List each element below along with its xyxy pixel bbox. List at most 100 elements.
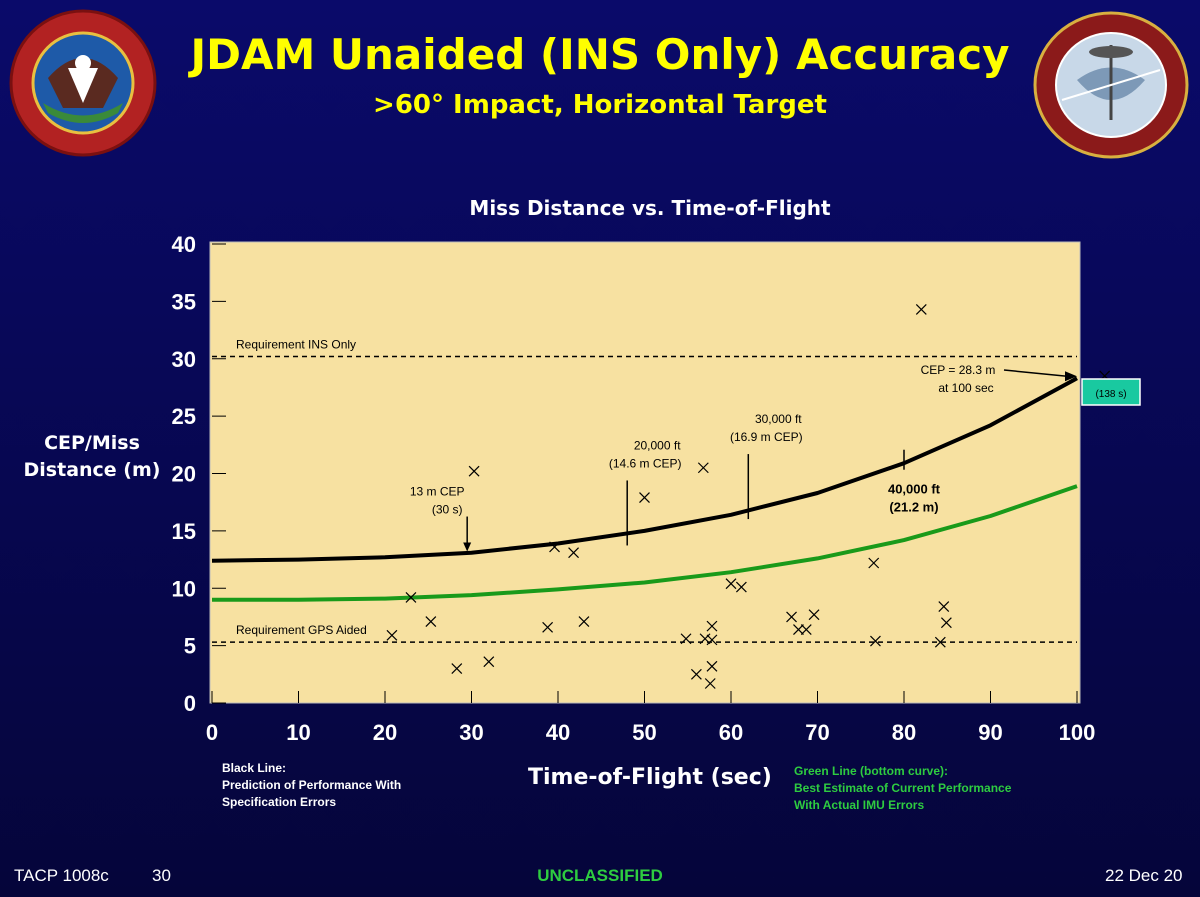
- data-point-stroke: [704, 678, 716, 689]
- course-code: TACP 1008c: [14, 866, 109, 885]
- classification-marking: UNCLASSIFIED: [537, 866, 663, 885]
- annotation-label: (30 s): [432, 503, 463, 517]
- data-point-stroke: [425, 616, 437, 627]
- x-tick-label: 50: [632, 720, 656, 745]
- data-point: [483, 656, 495, 668]
- data-point: [690, 668, 702, 680]
- page-number: 30: [152, 866, 171, 885]
- y-axis-label-line-1: CEP/Miss: [44, 432, 140, 454]
- data-point: [800, 624, 812, 635]
- data-point: [639, 492, 650, 504]
- x-tick-label: 10: [286, 720, 310, 745]
- x-tick-label: 100: [1059, 720, 1096, 745]
- annotation-arrowhead: [463, 542, 472, 552]
- data-point: [542, 621, 554, 633]
- ewtg-atlantic-seal-logo: [1033, 11, 1189, 159]
- data-point-stroke: [808, 609, 820, 621]
- green-line-note: Green Line (bottom curve): Best Estimate…: [794, 763, 1011, 814]
- data-point: [680, 633, 692, 645]
- data-point-stroke: [386, 629, 398, 641]
- data-point: [697, 462, 709, 474]
- data-point-stroke: [934, 636, 946, 648]
- reference-line-label: Requirement INS Only: [236, 337, 356, 351]
- data-point-stroke: [786, 611, 797, 623]
- data-point-stroke: [800, 624, 812, 635]
- data-point: [549, 541, 560, 553]
- data-point: [808, 609, 820, 621]
- data-point: [425, 616, 437, 627]
- data-point: [706, 620, 718, 632]
- annotation-label: (21.2 m): [889, 500, 938, 515]
- data-point-stroke: [915, 303, 927, 315]
- data-point: [940, 617, 952, 629]
- data-point: [868, 557, 880, 569]
- plot-area: [209, 241, 1081, 704]
- y-axis-label: CEP/Miss Distance (m): [22, 430, 162, 484]
- reference-line-label: Requirement GPS Aided: [236, 623, 367, 637]
- annotation-label: 20,000 ft: [634, 438, 681, 452]
- y-tick-label: 10: [172, 576, 196, 601]
- data-point-stroke: [699, 633, 711, 645]
- green-note-line-1: Green Line (bottom curve):: [794, 764, 949, 778]
- annotation-label: 30,000 ft: [755, 412, 802, 426]
- y-axis-label-line-2: Distance (m): [23, 459, 161, 481]
- data-point: [405, 592, 417, 603]
- x-tick-label: 30: [459, 720, 483, 745]
- data-point: [706, 660, 718, 672]
- data-point: [915, 303, 927, 315]
- offscale-badge: [1081, 378, 1141, 406]
- x-tick-label: 0: [206, 720, 218, 745]
- annotation-label: (14.6 m CEP): [609, 456, 682, 470]
- data-point: [578, 616, 590, 627]
- data-point-stroke: [451, 663, 463, 674]
- annotation-label: at 100 sec: [938, 381, 993, 395]
- data-point: [451, 663, 463, 674]
- offscale-badge-text: (138 s): [1095, 389, 1126, 400]
- y-tick-label: 35: [172, 289, 196, 314]
- y-tick-label: 25: [172, 404, 196, 429]
- data-point-stroke: [483, 656, 495, 668]
- annotation-arrowhead: [1065, 371, 1077, 382]
- data-point-stroke: [578, 616, 590, 627]
- data-point-stroke: [938, 601, 950, 613]
- data-point: [706, 634, 718, 646]
- data-point-stroke: [639, 492, 650, 504]
- x-tick-label: 40: [546, 720, 570, 745]
- x-tick-label: 80: [892, 720, 916, 745]
- data-point-stroke: [706, 634, 718, 646]
- slide-date: 22 Dec 20: [1105, 866, 1183, 885]
- data-point: [386, 629, 398, 641]
- slide-subtitle: >60° Impact, Horizontal Target: [373, 90, 827, 120]
- x-tick-label: 60: [719, 720, 743, 745]
- data-point: [725, 578, 737, 590]
- x-tick-label: 20: [373, 720, 397, 745]
- data-point-stroke: [706, 660, 718, 672]
- data-point-stroke: [568, 547, 579, 559]
- series-line: [212, 484, 1078, 602]
- slide-title: JDAM Unaided (INS Only) Accuracy: [190, 30, 1010, 79]
- x-tick-label: 90: [978, 720, 1002, 745]
- x-axis-label: Time-of-Flight (sec): [528, 765, 772, 790]
- annotation-label: 13 m CEP: [410, 485, 465, 499]
- black-note-line-2: Prediction of Performance With: [222, 778, 402, 792]
- data-point: [793, 624, 804, 635]
- annotation-arrow: [1003, 369, 1068, 378]
- black-line-note: Black Line: Prediction of Performance Wi…: [222, 760, 401, 811]
- chart-title: Miss Distance vs. Time-of-Flight: [469, 196, 831, 220]
- green-note-line-2: Best Estimate of Current Performance: [794, 781, 1012, 795]
- annotation-label: 40,000 ft: [888, 482, 941, 497]
- ewtg-pacific-seal-logo: [9, 9, 157, 157]
- series-line: [211, 376, 1078, 563]
- y-tick-label: 5: [184, 634, 196, 659]
- data-point-stroke: [735, 581, 747, 593]
- annotation-label: CEP = 28.3 m: [921, 363, 996, 377]
- data-point-stroke: [680, 633, 692, 645]
- data-point-stroke: [870, 635, 881, 647]
- y-tick-label: 40: [172, 232, 196, 257]
- data-point-stroke: [706, 620, 718, 632]
- data-point-stroke: [549, 541, 560, 553]
- y-tick-label: 30: [172, 347, 196, 372]
- data-point: [735, 581, 747, 593]
- data-point-stroke: [697, 462, 709, 474]
